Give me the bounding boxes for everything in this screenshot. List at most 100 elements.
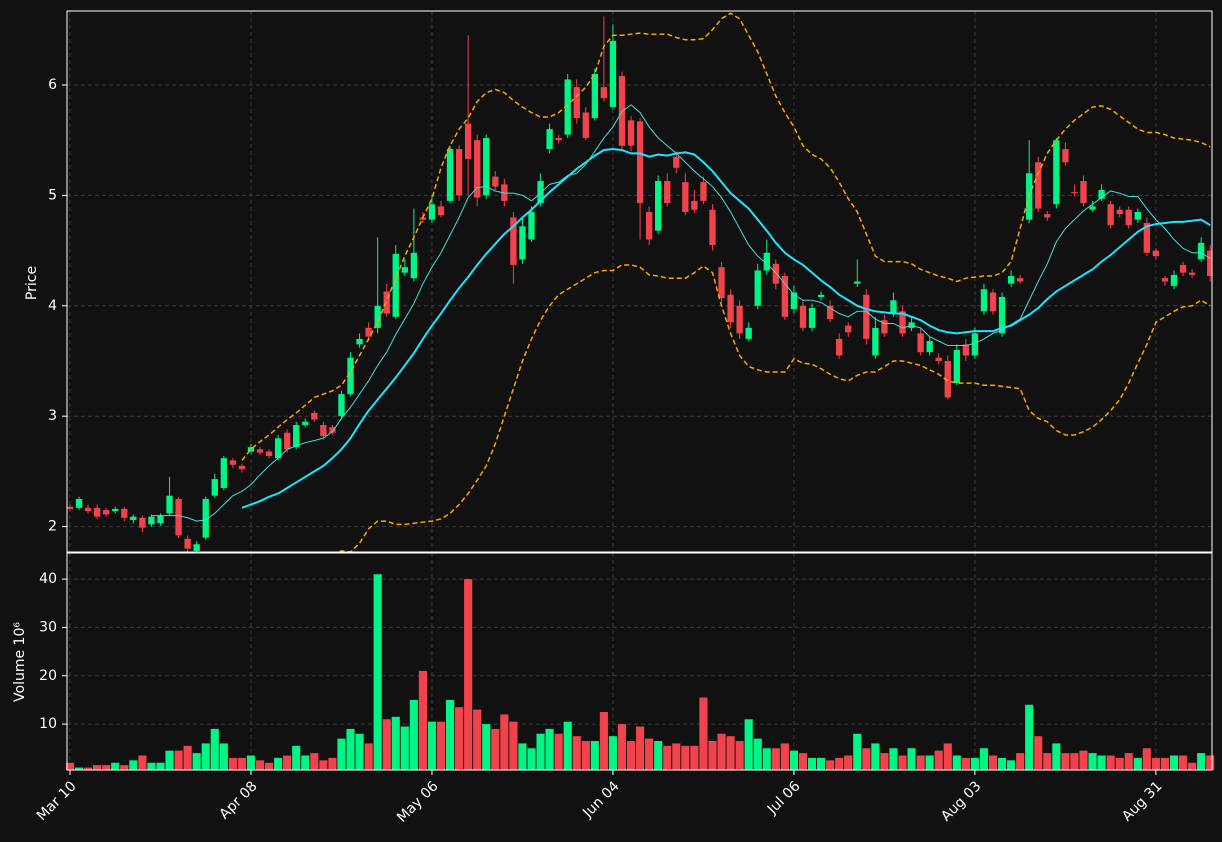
candle-body (808, 307, 816, 328)
candle-body (555, 137, 562, 141)
candles (67, 12, 1212, 552)
candle-body (1053, 140, 1060, 205)
volume-bar (1133, 757, 1142, 770)
volume-bar (1052, 743, 1061, 770)
candle-body (1062, 149, 1069, 163)
y-tick-label: 3 (48, 408, 57, 424)
volume-bar (455, 707, 464, 770)
candle-body (627, 120, 635, 146)
volume-bar (228, 757, 237, 770)
candle-body (709, 209, 716, 246)
candle-body (519, 226, 526, 260)
volume-bar (364, 743, 373, 770)
volume-bar (1034, 736, 1043, 770)
volume-bar (898, 755, 907, 770)
candle-body (609, 40, 617, 108)
candle-body (1161, 278, 1169, 282)
volume-bar (274, 757, 283, 770)
volume-frame (66, 552, 1213, 771)
volume-bar (572, 736, 581, 770)
candle-body (881, 320, 888, 334)
volume-bar (1106, 755, 1115, 770)
candle-body (329, 427, 336, 433)
volume-bar (590, 741, 599, 770)
candle-body (826, 305, 834, 320)
candle-body (247, 447, 255, 452)
volume-bar (1115, 757, 1124, 770)
candle-body (564, 79, 571, 135)
volume-bar (482, 724, 491, 770)
candle-body (1035, 162, 1042, 209)
volume-bar (1142, 748, 1151, 770)
volume-bar (835, 757, 844, 770)
volume-bar (1188, 762, 1197, 770)
candle-body (293, 425, 300, 448)
volume-bar (264, 762, 274, 770)
candle-body (645, 211, 653, 240)
candle-body (537, 181, 544, 204)
candle-body (989, 292, 997, 312)
volume-bar (436, 721, 446, 770)
volume-bar (690, 745, 699, 770)
volume-bar (301, 755, 310, 770)
y-tick-label: 5 (48, 187, 57, 203)
y-tick-label: 20 (39, 668, 57, 684)
candle-body (84, 507, 92, 512)
candle-body (302, 421, 309, 426)
candle-body (582, 112, 589, 138)
volume-bar (400, 726, 409, 770)
volume-bar (645, 738, 654, 770)
volume-bar (880, 753, 889, 770)
volume-bar (328, 757, 337, 770)
candle-body (1098, 189, 1105, 199)
candle-body (501, 184, 508, 201)
candle-body (256, 449, 264, 453)
candle-body (836, 338, 843, 356)
volume-bar (1079, 750, 1088, 770)
candle-body (1188, 272, 1196, 275)
candle-body (103, 510, 110, 515)
volume-bar (1097, 755, 1106, 770)
volume-bar (997, 757, 1007, 770)
candle-body (139, 517, 146, 528)
volume-bar (663, 745, 672, 770)
candle-body (1071, 192, 1078, 194)
candle-body (573, 87, 580, 119)
candle-body (265, 451, 273, 456)
volume-bar (346, 728, 355, 770)
candle-body (655, 181, 662, 231)
volume-bar (1151, 757, 1160, 770)
candle-body (130, 516, 137, 520)
volume-bar (246, 755, 256, 770)
candle-body (1089, 206, 1096, 210)
candle-body (392, 253, 399, 317)
candle-body (962, 344, 970, 356)
volume-bar (219, 743, 228, 770)
y-axis-label: Price (24, 266, 40, 300)
volume-bar (762, 748, 771, 770)
candle-body (971, 333, 979, 356)
candle-body (953, 349, 960, 384)
volume-bar (807, 757, 817, 770)
candle-body (636, 121, 644, 204)
y-tick-label: 10 (39, 716, 57, 732)
candle-body (546, 129, 553, 150)
candle-body (1134, 211, 1141, 220)
candle-body (890, 300, 897, 314)
volume-bar (744, 719, 753, 770)
volume-bar (672, 743, 681, 770)
volume-bar (907, 748, 916, 770)
volume-bar (111, 762, 120, 770)
candle-body (917, 333, 924, 353)
volume-bar (1016, 753, 1025, 770)
volume-bar (464, 579, 473, 770)
volume-bar (255, 760, 265, 770)
volume-bar (65, 762, 75, 770)
candle-body (166, 495, 173, 514)
volume-bar (1206, 755, 1215, 770)
volume-bar (626, 741, 636, 770)
candle-body (845, 325, 852, 333)
candle-body (455, 149, 463, 196)
volume-bar (1088, 753, 1097, 770)
